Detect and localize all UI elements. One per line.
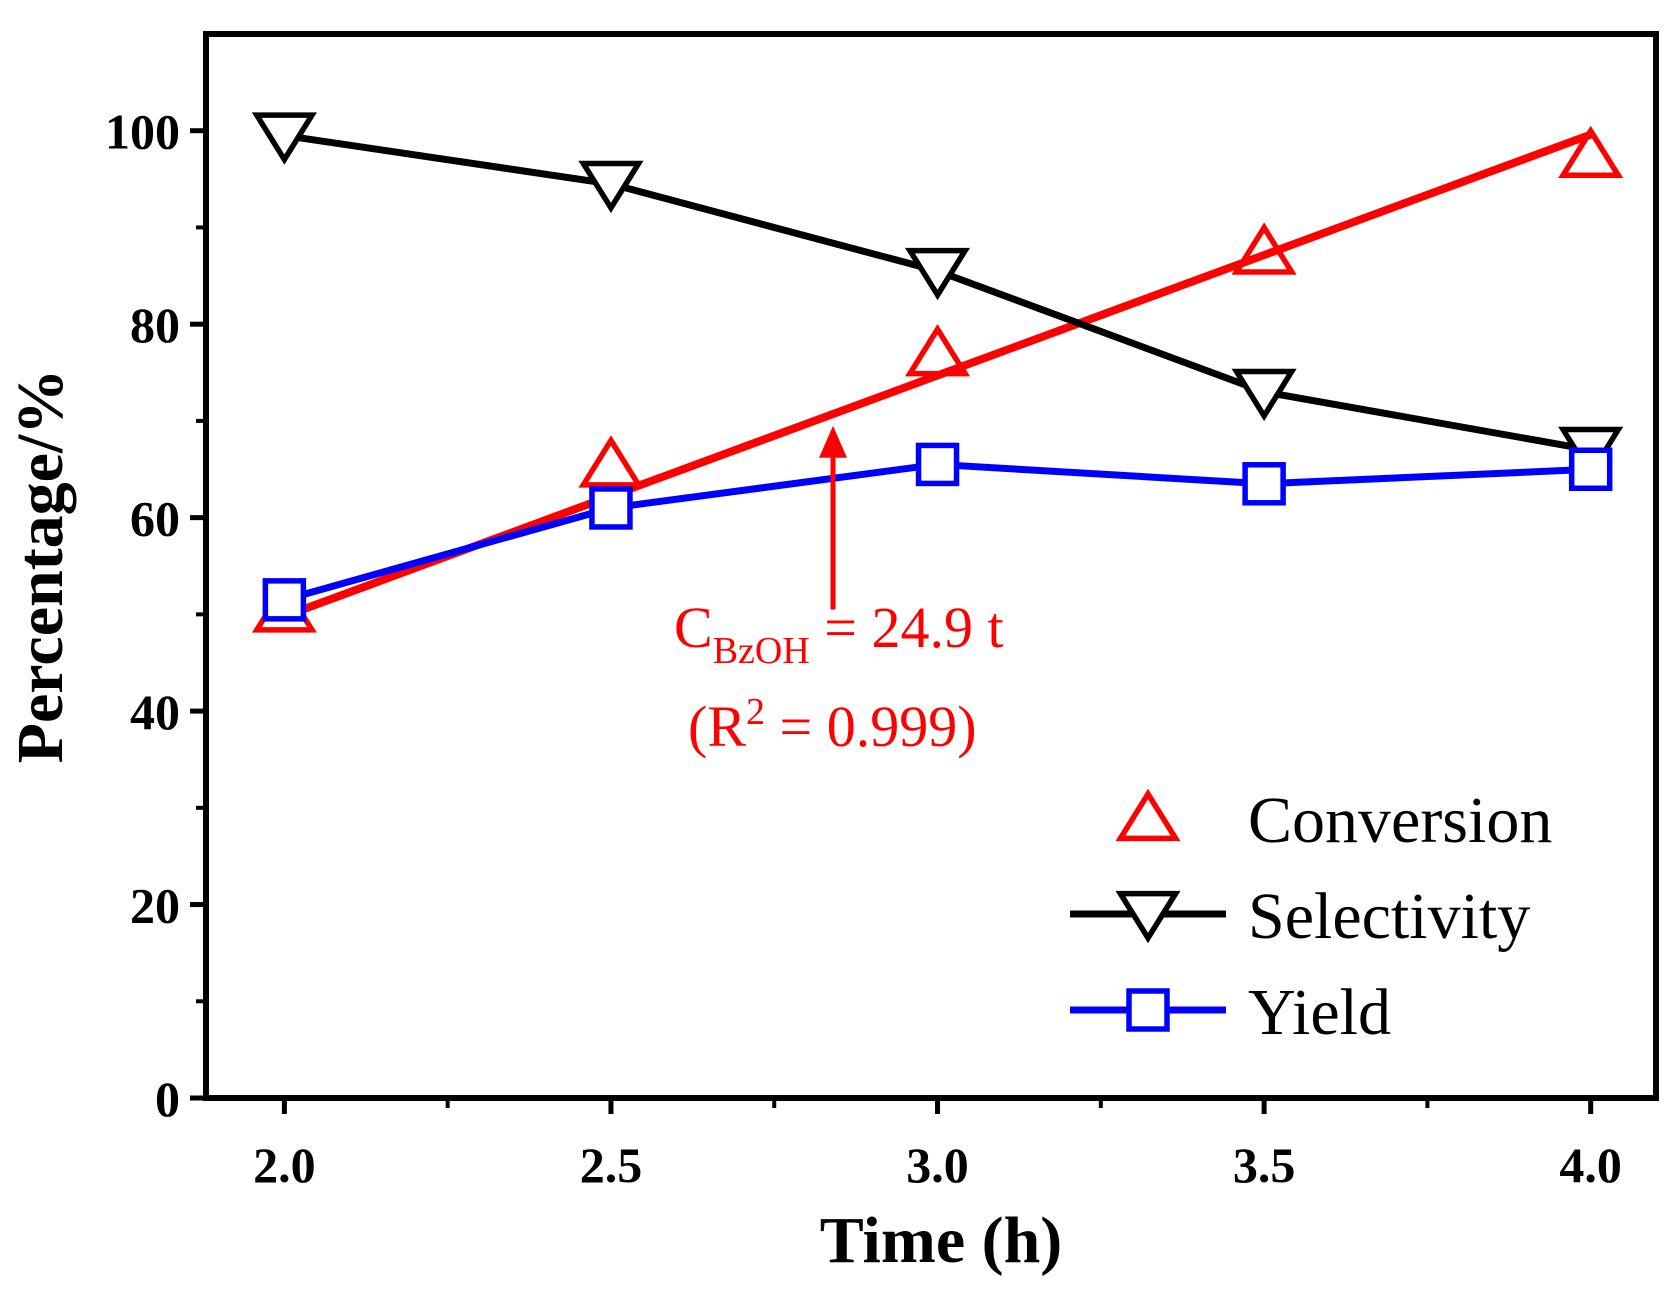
x-tick-label: 4.0 bbox=[1559, 1137, 1622, 1193]
point-conversion bbox=[578, 435, 644, 488]
legend-marker-selectivity bbox=[1115, 890, 1181, 944]
point-conversion bbox=[1558, 125, 1624, 179]
x-tick-label: 3.5 bbox=[1233, 1137, 1296, 1193]
annotation-arrowhead bbox=[819, 425, 848, 458]
point-yield bbox=[915, 442, 960, 487]
x-tick-label: 2.0 bbox=[253, 1137, 316, 1193]
annotation-equation: CBzOH = 24.9 t bbox=[674, 595, 1004, 672]
y-tick-label: 40 bbox=[130, 684, 180, 740]
y-tick-label: 100 bbox=[105, 104, 180, 160]
x-tick-label: 2.5 bbox=[580, 1137, 643, 1193]
legend-label-conversion: Conversion bbox=[1248, 784, 1552, 857]
x-axis-title: Time (h) bbox=[820, 1204, 1063, 1277]
legend-marker-yield bbox=[1126, 988, 1170, 1032]
point-yield bbox=[1242, 462, 1286, 506]
point-selectivity bbox=[578, 160, 644, 214]
y-tick-label: 60 bbox=[130, 491, 180, 547]
y-axis-title: Percentage/% bbox=[4, 369, 77, 764]
point-yield bbox=[1568, 447, 1613, 492]
y-tick-label: 0 bbox=[155, 1071, 180, 1127]
point-selectivity bbox=[251, 112, 317, 165]
y-tick-label: 80 bbox=[130, 297, 180, 353]
point-yield bbox=[262, 578, 307, 622]
y-tick-label: 20 bbox=[130, 878, 180, 934]
point-yield bbox=[589, 486, 633, 530]
legend-label-selectivity: Selectivity bbox=[1248, 880, 1530, 953]
legend-label-yield: Yield bbox=[1248, 976, 1391, 1049]
point-selectivity bbox=[904, 247, 971, 301]
annotation-r-squared: (R2 = 0.999) bbox=[688, 691, 977, 759]
x-tick-label: 3.0 bbox=[906, 1137, 969, 1193]
point-selectivity bbox=[1231, 368, 1297, 422]
legend-marker-conversion bbox=[1115, 788, 1181, 842]
plot-frame bbox=[203, 31, 1659, 1101]
